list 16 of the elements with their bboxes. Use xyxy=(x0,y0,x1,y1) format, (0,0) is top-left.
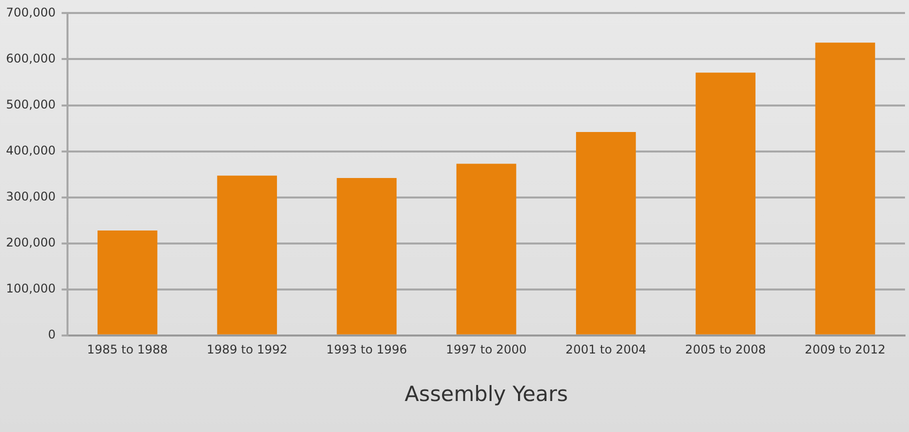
y-tick-label: 100,000 xyxy=(6,281,56,296)
y-tick-label: 300,000 xyxy=(6,189,56,204)
x-tick-label: 1989 to 1992 xyxy=(206,342,288,357)
y-tick-label: 400,000 xyxy=(6,143,56,158)
y-tick-label: 500,000 xyxy=(6,97,56,112)
x-tick-label: 1985 to 1988 xyxy=(87,342,168,357)
y-tick-label: 200,000 xyxy=(6,235,56,250)
x-tick-label: 2001 to 2004 xyxy=(566,342,646,357)
y-tick-label: 600,000 xyxy=(6,51,56,66)
x-tick-label: 1993 to 1996 xyxy=(326,342,408,357)
y-tick-label: 700,000 xyxy=(6,5,56,20)
x-tick-label: 2005 to 2008 xyxy=(685,342,766,357)
x-tick-label: 2009 to 2012 xyxy=(804,342,886,357)
y-tick-label: 0 xyxy=(48,328,56,342)
x-tick-label: 1997 to 2000 xyxy=(446,342,527,357)
x-axis-title: Assembly Years xyxy=(404,382,568,406)
